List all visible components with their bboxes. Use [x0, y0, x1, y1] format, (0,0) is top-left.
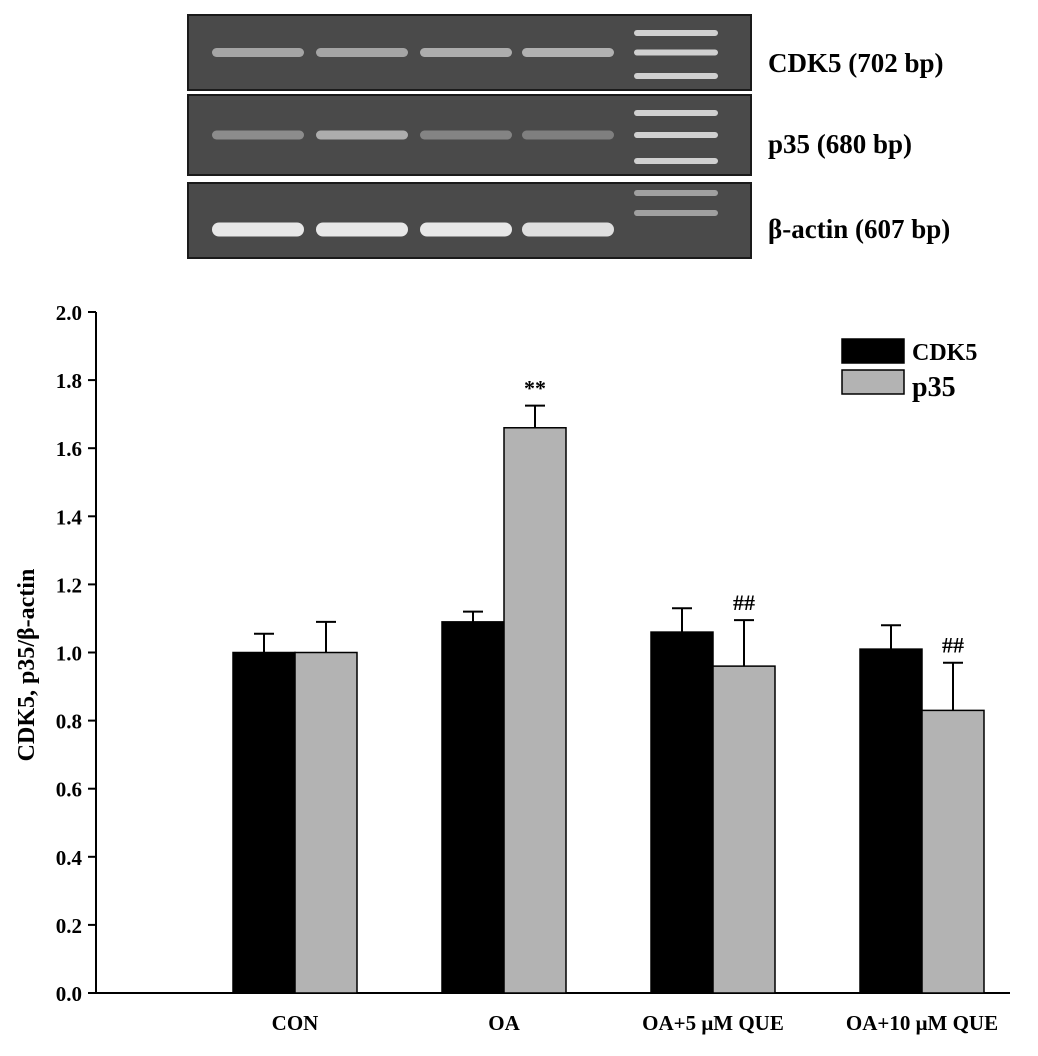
bar-p35	[921, 709, 985, 994]
gel-label: p35 (680 bp)	[768, 129, 912, 159]
ladder-band	[634, 132, 718, 138]
gel-image-panel: CDK5 (702 bp) p35 (680 bp) β-actin (607 bp…	[0, 0, 1038, 268]
gel-band	[420, 222, 512, 237]
y-axis-label: CDK5, p35/β-actin	[14, 569, 40, 762]
gel-band	[212, 48, 304, 57]
ladder-band	[634, 158, 718, 164]
x-tick-label: OA+10 μM QUE	[846, 1011, 998, 1035]
bar-cdk5	[859, 648, 923, 994]
gel-band	[316, 48, 408, 57]
y-tick-label: 1.8	[56, 369, 82, 393]
gel-band	[212, 222, 304, 237]
gel-band	[522, 222, 614, 237]
gel-strip: CDK5 (702 bp)	[187, 14, 944, 91]
significance-mark: ##	[942, 633, 964, 658]
legend-label: p35	[912, 372, 956, 403]
gel-band	[212, 130, 304, 140]
gel-band	[522, 48, 614, 57]
ladder-band	[634, 110, 718, 116]
gel-band	[316, 130, 408, 140]
y-tick-label: 0.0	[56, 982, 82, 1006]
gel-band	[420, 130, 512, 140]
y-tick-label: 0.2	[56, 914, 82, 938]
legend: CDK5 p35	[841, 338, 977, 403]
y-tick-label: 0.4	[56, 846, 83, 870]
ladder-band	[634, 210, 718, 216]
x-tick-label: OA	[488, 1011, 520, 1035]
bar-p35	[712, 665, 776, 994]
significance-mark: ##	[733, 590, 755, 615]
gel-strip: β-actin (607 bp)	[187, 182, 950, 259]
legend-label: CDK5	[912, 340, 977, 366]
gel-strip: p35 (680 bp)	[187, 94, 912, 176]
y-tick-label: 0.6	[56, 778, 82, 802]
gel-label: CDK5 (702 bp)	[768, 48, 944, 78]
x-tick-label: CON	[272, 1011, 319, 1035]
bar-cdk5	[650, 631, 714, 994]
bar-cdk5	[441, 621, 505, 994]
gel-band	[316, 222, 408, 237]
bar-p35	[294, 651, 358, 994]
y-tick-label: 1.4	[56, 505, 83, 529]
bar-chart-panel: CDK5, p35/β-actin 0.0 0.2 0.4 0.6 0.8 1.0 1.2 1…	[0, 268, 1038, 1051]
significance-mark: **	[524, 376, 546, 401]
y-tick-label: 2.0	[56, 301, 82, 325]
bar-cdk5	[232, 651, 296, 994]
ladder-band	[634, 190, 718, 196]
bar-chart: CDK5, p35/β-actin 0.0 0.2 0.4 0.6 0.8 1.0 1.2 1…	[14, 301, 1010, 1035]
gel-band	[420, 48, 512, 57]
gel-label: β-actin (607 bp)	[768, 214, 950, 244]
y-tick-label: 0.8	[56, 710, 82, 734]
y-tick-label: 1.0	[56, 642, 82, 666]
ladder-band	[634, 30, 718, 36]
ladder-band	[634, 73, 718, 79]
legend-swatch	[841, 338, 905, 364]
ladder-band	[634, 49, 718, 56]
y-tick-label: 1.6	[56, 437, 82, 461]
y-tick-label: 1.2	[56, 573, 82, 597]
legend-swatch	[841, 369, 905, 395]
x-tick-label: OA+5 μM QUE	[642, 1011, 784, 1035]
gel-band	[522, 130, 614, 140]
bar-p35	[503, 427, 567, 994]
gel-image: CDK5 (702 bp) p35 (680 bp) β-actin (607 bp…	[187, 14, 950, 259]
